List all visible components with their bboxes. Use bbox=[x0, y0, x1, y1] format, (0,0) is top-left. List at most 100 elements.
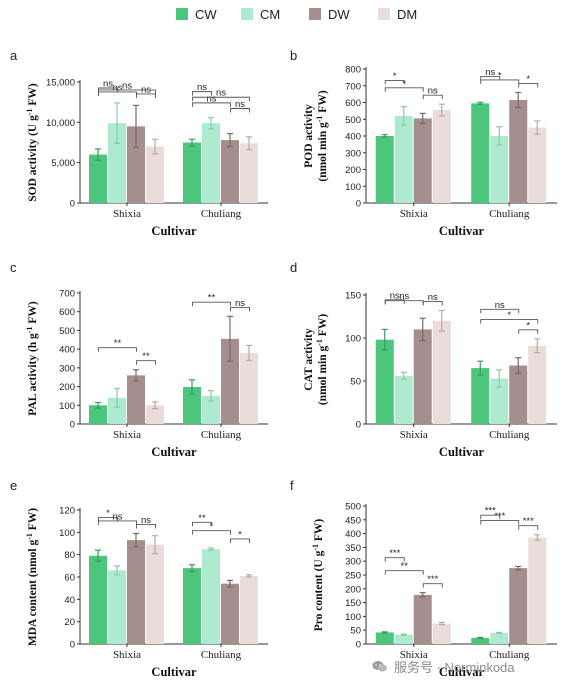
y-tick-label: 450 bbox=[345, 515, 361, 526]
bracket-line bbox=[98, 347, 137, 352]
bar-cw-shixia bbox=[89, 405, 107, 424]
significance-label: * bbox=[526, 320, 530, 331]
x-axis-label: Cultivar bbox=[151, 224, 197, 238]
y-tick-label: 50 bbox=[350, 626, 361, 637]
significance-bracket: * bbox=[518, 74, 539, 88]
significance-label: ns bbox=[197, 82, 207, 93]
y-tick-label: 300 bbox=[59, 363, 75, 374]
bar-dm-shixia bbox=[432, 320, 451, 424]
bracket-line bbox=[230, 538, 250, 543]
bracket-line bbox=[192, 102, 231, 107]
bar-dm-shixia bbox=[432, 110, 451, 203]
legend-item-dw: DW bbox=[309, 6, 350, 22]
bar-dw-chuliang bbox=[221, 338, 239, 424]
legend-item-cw: CW bbox=[176, 6, 217, 22]
bracket-line bbox=[192, 530, 231, 535]
bar-cw-shixia bbox=[89, 154, 107, 203]
y-tick-label: 150 bbox=[345, 291, 361, 302]
significance-bracket: ns bbox=[480, 300, 520, 314]
bar-cm-shixia bbox=[108, 570, 126, 644]
bar-dw-chuliang bbox=[509, 365, 528, 424]
y-tick-label: 350 bbox=[345, 543, 361, 554]
bar-cm-shixia bbox=[108, 397, 126, 424]
category-label: Shixia bbox=[113, 649, 141, 661]
y-tick-label: 100 bbox=[59, 401, 75, 412]
y-axis-label: MDA content (nmol g-1 FW) bbox=[25, 508, 39, 646]
significance-bracket: ns bbox=[136, 515, 156, 529]
bracket-line bbox=[422, 583, 443, 588]
bar-cm-chuliang bbox=[490, 632, 509, 644]
significance-bracket: *** bbox=[518, 516, 539, 530]
bar-dw-shixia bbox=[413, 329, 432, 424]
bar-dw-shixia bbox=[127, 540, 145, 644]
bar-cw-shixia bbox=[375, 339, 394, 424]
y-tick-label: 500 bbox=[59, 326, 75, 337]
panel-letter: c bbox=[10, 260, 17, 275]
bracket-line bbox=[98, 517, 118, 522]
significance-label: ** bbox=[114, 338, 122, 349]
bar-dw-chuliang bbox=[221, 583, 239, 644]
category-label: Shixia bbox=[400, 649, 428, 661]
watermark-text: 服务号 · Norminkoda bbox=[394, 659, 515, 675]
significance-bracket: *** bbox=[422, 574, 443, 588]
bracket-line bbox=[384, 557, 405, 562]
legend: CW CM DW DM bbox=[0, 0, 579, 26]
significance-label: ns bbox=[390, 290, 400, 301]
significance-bracket: ** bbox=[136, 351, 156, 365]
y-axis-label-unit: (nmol min g-1 FW) bbox=[315, 314, 329, 405]
category-label: Chuliang bbox=[489, 208, 530, 220]
significance-label: *** bbox=[485, 506, 496, 517]
bar-dw-chuliang bbox=[221, 140, 239, 203]
category-label: Chuliang bbox=[489, 429, 530, 441]
x-axis-label: Cultivar bbox=[439, 445, 485, 459]
significance-label: * bbox=[106, 508, 110, 519]
bracket-line bbox=[192, 301, 231, 307]
y-tick-label: 0 bbox=[356, 199, 361, 210]
y-tick-label: 60 bbox=[64, 573, 75, 584]
panel-d: d 0 50 100 150 Shixia Chuliang Cultivar CAT acti… bbox=[290, 260, 557, 459]
significance-bracket: ns bbox=[422, 292, 443, 306]
bracket-line bbox=[192, 521, 212, 527]
significance-bracket: * bbox=[230, 529, 250, 543]
significance-bracket: ns bbox=[230, 298, 250, 312]
y-tick-label: 5,000 bbox=[51, 158, 75, 169]
significance-bracket: * bbox=[518, 320, 539, 334]
bracket-line bbox=[384, 87, 424, 92]
y-axis-label: SOD activity (U g-1 FW) bbox=[25, 83, 39, 202]
bar-cm-shixia bbox=[394, 375, 413, 424]
watermark: 服务号 · Norminkoda bbox=[372, 656, 515, 676]
bracket-line bbox=[192, 91, 212, 96]
x-axis-label: Cultivar bbox=[439, 665, 485, 679]
bracket-line bbox=[136, 360, 156, 365]
y-tick-label: 80 bbox=[64, 550, 75, 561]
panel-f: f 0 50 100 150 200 250 300 350 400 450 500 Shixia Chu… bbox=[290, 478, 557, 679]
legend-swatch-dw bbox=[309, 8, 321, 20]
significance-bracket: *** bbox=[384, 548, 405, 562]
category-label: Chuliang bbox=[201, 649, 242, 661]
bracket-line bbox=[384, 570, 424, 575]
significance-label: *** bbox=[389, 548, 400, 559]
bracket-line bbox=[518, 329, 539, 334]
significance-label: ** bbox=[208, 293, 216, 304]
significance-bracket: ns bbox=[136, 84, 156, 98]
significance-bracket: ns bbox=[98, 78, 118, 92]
y-tick-label: 10,000 bbox=[46, 118, 75, 129]
y-tick-label: 100 bbox=[345, 612, 361, 623]
y-tick-label: 120 bbox=[59, 506, 75, 517]
bracket-line bbox=[422, 94, 443, 100]
bar-dw-chuliang bbox=[509, 99, 528, 203]
bar-dw-chuliang bbox=[509, 568, 528, 644]
y-tick-label: 0 bbox=[356, 420, 361, 431]
significance-label: * bbox=[238, 529, 242, 540]
bar-dm-chuliang bbox=[528, 537, 547, 644]
category-label: Shixia bbox=[400, 429, 428, 441]
bracket-line bbox=[384, 299, 405, 304]
panel-letter: a bbox=[10, 48, 18, 63]
y-tick-label: 15,000 bbox=[46, 78, 75, 89]
significance-label: *** bbox=[427, 574, 438, 585]
significance-bracket: * bbox=[192, 521, 231, 535]
bar-dm-shixia bbox=[146, 544, 164, 644]
panel-letter: b bbox=[290, 48, 297, 63]
legend-swatch-cm bbox=[241, 8, 253, 20]
